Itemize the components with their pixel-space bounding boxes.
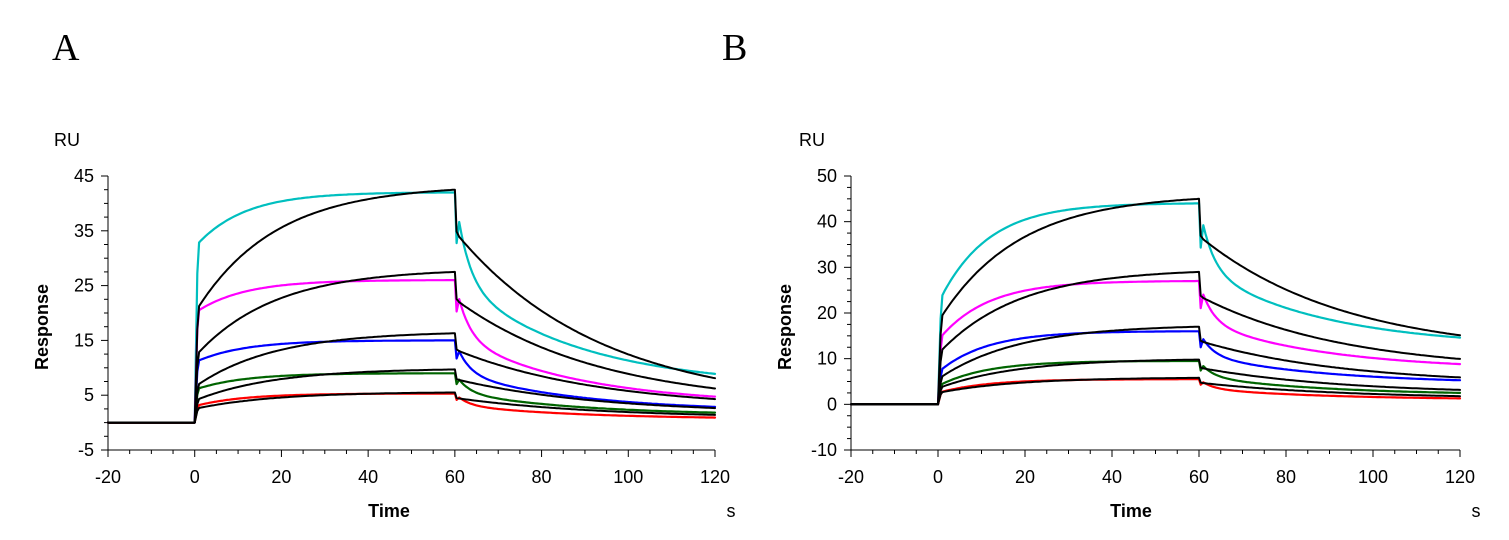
response-curve-b-2 — [849, 279, 1462, 406]
x-tick-label-a: 0 — [190, 467, 200, 487]
y-unit-label-b: RU — [799, 130, 825, 150]
x-tick-label-a: 40 — [358, 467, 378, 487]
x-tick-label-b: 80 — [1276, 467, 1296, 487]
y-tick-label-b: 40 — [817, 212, 837, 232]
y-tick-label-b: -10 — [811, 440, 837, 460]
y-tick-label-a: 35 — [74, 221, 94, 241]
y-tick-label-a: -5 — [78, 440, 94, 460]
y-tick-label-a: 45 — [74, 166, 94, 186]
x-tick-label-b: 40 — [1102, 467, 1122, 487]
x-tick-label-b: 0 — [933, 467, 943, 487]
panel-label-b: B — [722, 27, 747, 69]
y-tick-label-b: 20 — [817, 303, 837, 323]
axes-a: -20 0 20 40 60 80 100 120 -5 5 15 25 35 45 — [74, 166, 730, 487]
curves-a — [106, 188, 717, 424]
response-curve-a-1 — [106, 191, 717, 424]
x-unit-label-a: s — [727, 501, 736, 521]
response-curve-b-3 — [849, 330, 1462, 406]
x-axis-title-b: Time — [1110, 501, 1152, 521]
x-tick-label-a: 60 — [445, 467, 465, 487]
x-tick-label-b: 60 — [1189, 467, 1209, 487]
x-tick-label-b: 100 — [1358, 467, 1388, 487]
response-curve-a-2 — [106, 279, 717, 424]
x-tick-label-b: 20 — [1015, 467, 1035, 487]
fit-curve-b-1 — [850, 197, 1461, 406]
fit-curve-a-2 — [107, 270, 716, 424]
response-curve-b-5 — [849, 378, 1462, 406]
y-tick-label-a: 25 — [74, 276, 94, 296]
panel-a: A RU Response Time s -20 0 20 40 60 80 100 120-… — [32, 27, 736, 521]
y-tick-label-a: 15 — [74, 330, 94, 350]
x-tick-label-a: 100 — [613, 467, 643, 487]
response-curve-b-1 — [849, 202, 1462, 406]
x-tick-label-b: -20 — [838, 467, 864, 487]
fit-curve-b-2 — [850, 270, 1461, 406]
y-axis-title-a: Response — [32, 284, 52, 370]
response-curve-b-4 — [849, 359, 1462, 406]
x-tick-label-a: -20 — [95, 467, 121, 487]
x-tick-label-a: 20 — [271, 467, 291, 487]
x-tick-label-a: 80 — [532, 467, 552, 487]
y-axis-title-b: Response — [775, 284, 795, 370]
fit-curve-a-4 — [107, 368, 716, 424]
fit-curve-a-5 — [107, 391, 716, 424]
fit-curve-b-5 — [850, 376, 1461, 406]
x-tick-label-b: 120 — [1445, 467, 1475, 487]
fit-curve-b-4 — [850, 358, 1461, 406]
y-tick-label-b: 30 — [817, 257, 837, 277]
x-unit-label-b: s — [1472, 501, 1481, 521]
y-tick-label-a: 5 — [84, 385, 94, 405]
y-tick-label-b: 10 — [817, 349, 837, 369]
x-axis-title-a: Time — [368, 501, 410, 521]
axes-b: -20 0 20 40 60 80 100 120 -10 0 10 20 30 40 50 — [811, 166, 1475, 487]
panel-label-a: A — [52, 27, 80, 69]
y-tick-label-b: 0 — [827, 394, 837, 414]
fit-curve-b-3 — [850, 325, 1461, 406]
response-curve-a-4 — [106, 372, 717, 424]
y-unit-label-a: RU — [54, 130, 80, 150]
fit-curve-a-3 — [107, 332, 716, 424]
response-curve-a-3 — [106, 339, 717, 424]
y-tick-label-b: 50 — [817, 166, 837, 186]
fit-curve-a-1 — [107, 188, 716, 424]
curves-b — [849, 197, 1462, 406]
panel-b: B RU Response Time s -20 0 20 40 60 80 100 120-… — [722, 27, 1481, 521]
x-tick-label-a: 120 — [700, 467, 730, 487]
